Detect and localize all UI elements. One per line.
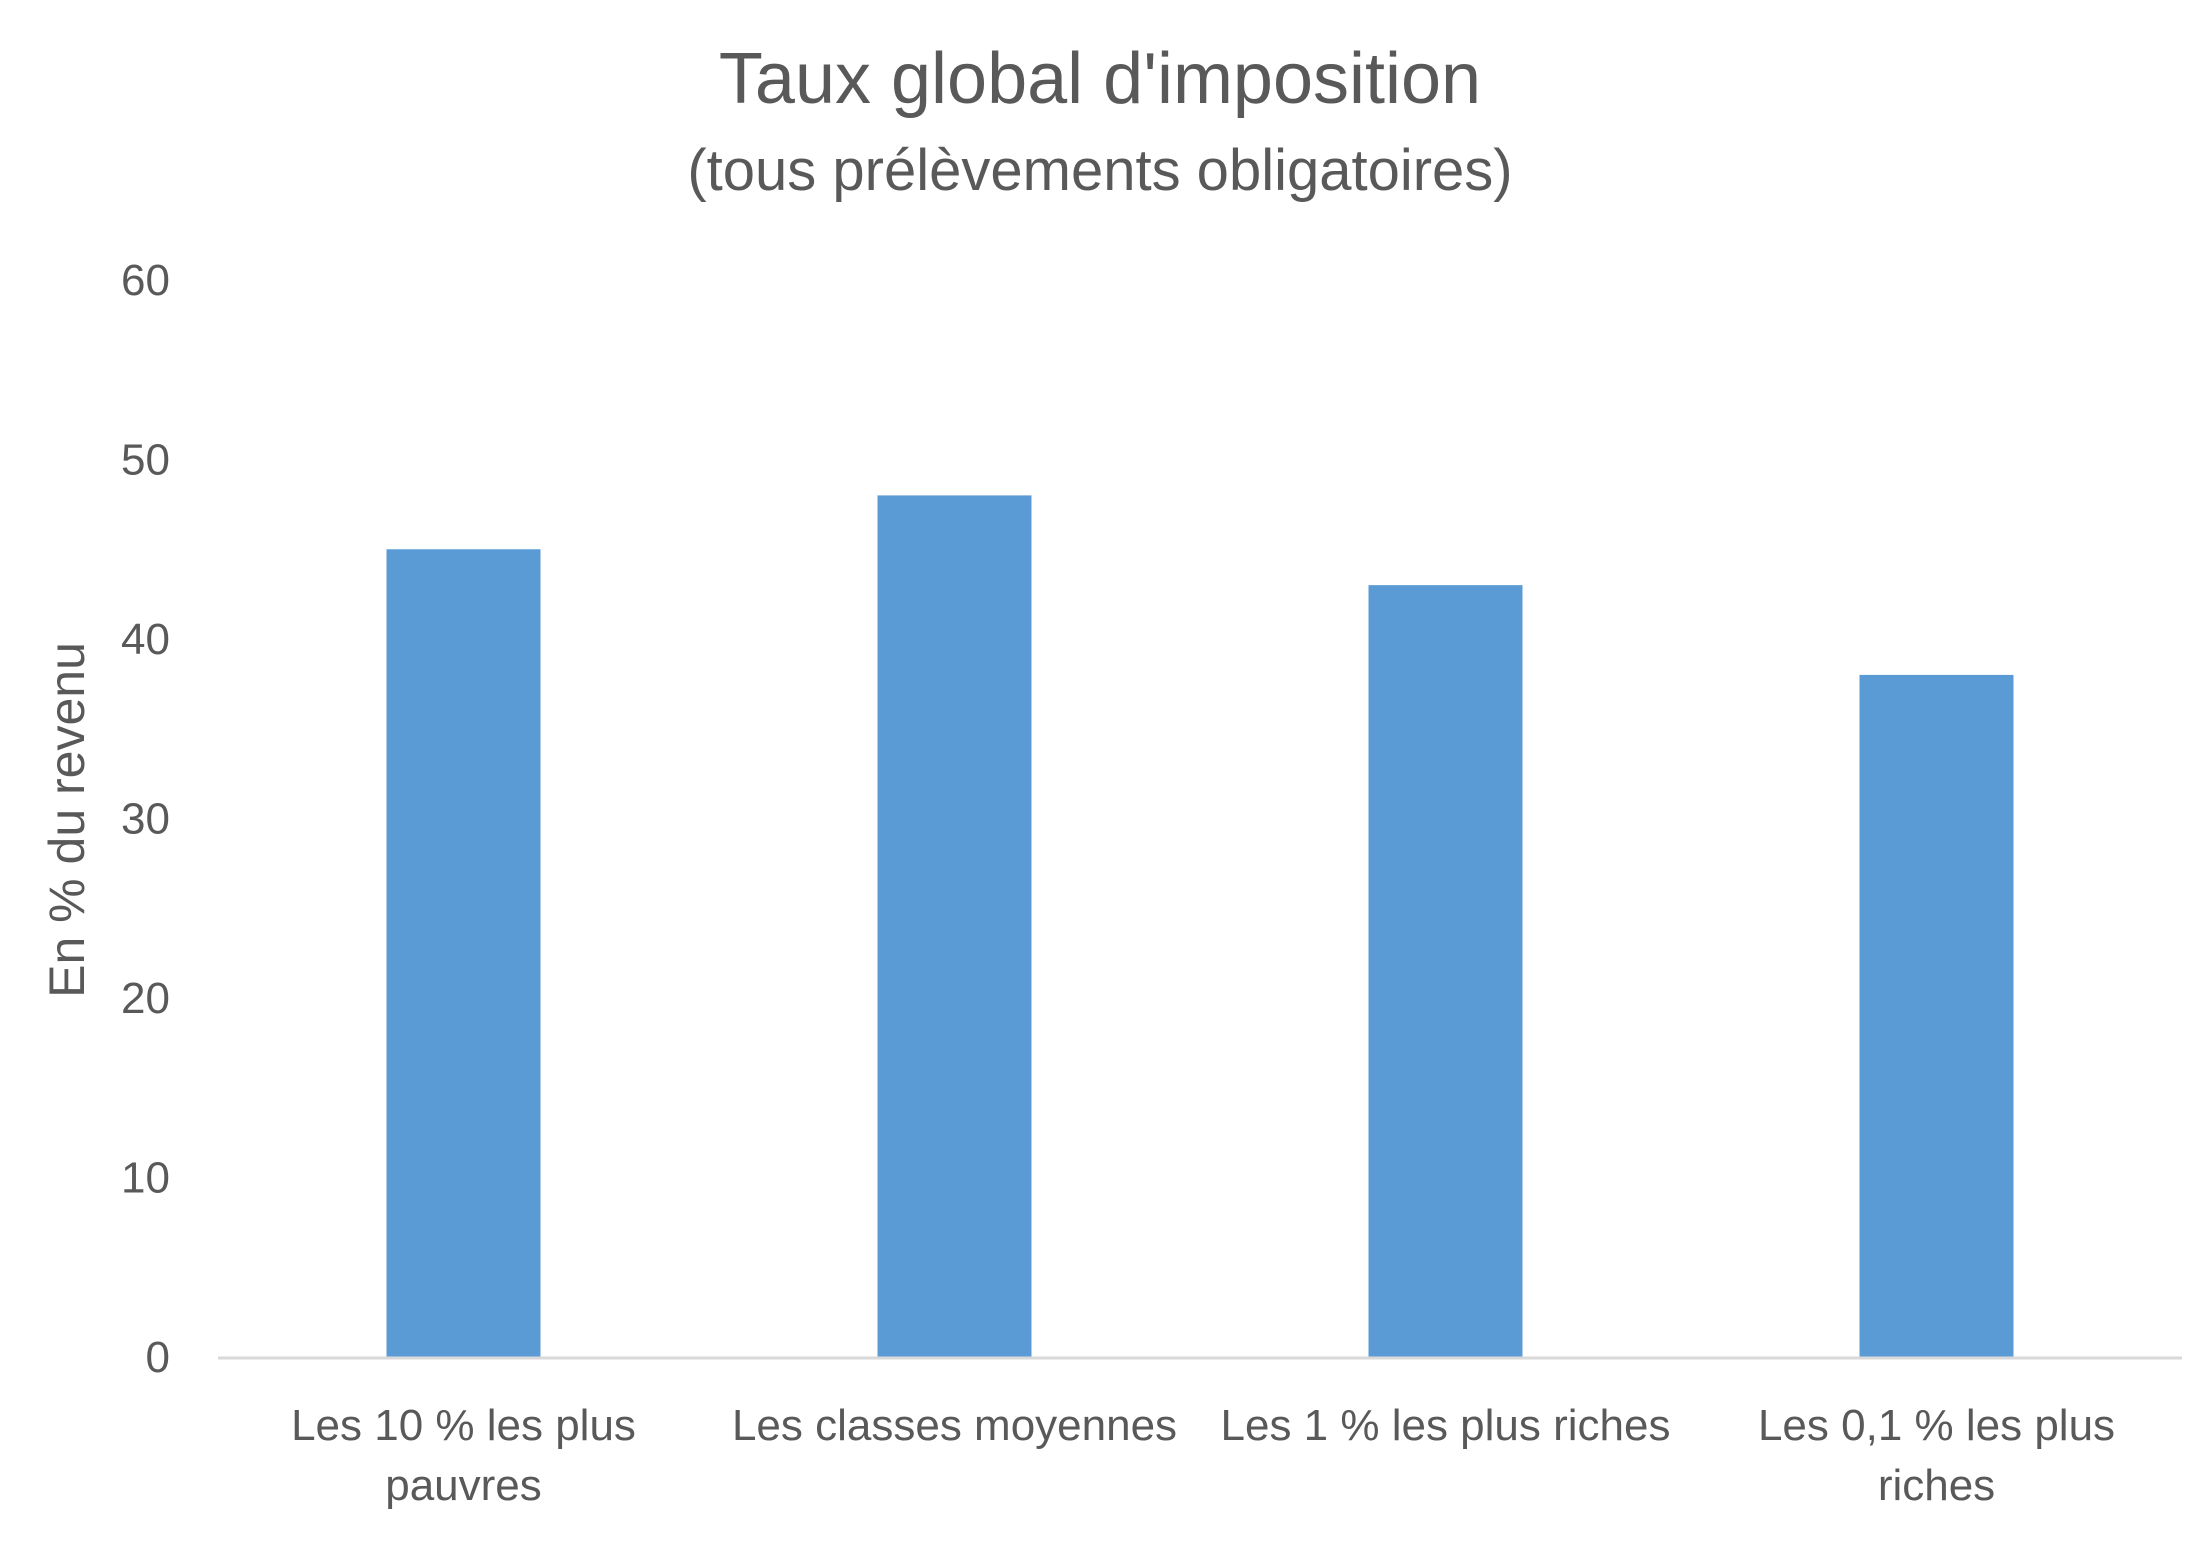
y-tick-label: 20 [121, 974, 170, 1023]
x-category-label-line: Les classes moyennes [732, 1401, 1177, 1450]
y-tick-label: 30 [121, 795, 170, 844]
x-category-label-line: pauvres [385, 1461, 542, 1510]
y-tick-label: 60 [121, 256, 170, 305]
y-tick-label: 0 [146, 1333, 170, 1382]
x-axis-labels: Les 10 % les plus pauvres Les classes moye… [291, 1401, 2115, 1510]
x-category-label-line: Les 10 % les plus [291, 1401, 636, 1450]
x-category-label: Les 0,1 % les plus riches [1758, 1401, 2115, 1510]
y-axis-ticks: 0 10 20 30 40 50 60 [121, 256, 170, 1382]
bar [1859, 674, 2014, 1357]
y-tick-label: 50 [121, 436, 170, 485]
y-tick-label: 10 [121, 1154, 170, 1203]
bar [386, 549, 541, 1357]
x-category-label: Les classes moyennes [732, 1401, 1177, 1450]
y-axis-title: En % du revenu [39, 642, 95, 998]
y-tick-label: 40 [121, 615, 170, 664]
bar [1368, 585, 1523, 1357]
chart-title: Taux global d'imposition [719, 39, 1481, 119]
x-category-label-line: Les 1 % les plus riches [1221, 1401, 1671, 1450]
chart-subtitle: (tous prélèvements obligatoires) [687, 138, 1512, 203]
x-category-label-line: Les 0,1 % les plus [1758, 1401, 2115, 1450]
x-category-label-line: riches [1878, 1461, 1995, 1510]
x-category-label: Les 1 % les plus riches [1221, 1401, 1671, 1450]
x-category-label: Les 10 % les plus pauvres [291, 1401, 636, 1510]
bars-group [386, 495, 2014, 1357]
bar [877, 495, 1032, 1357]
